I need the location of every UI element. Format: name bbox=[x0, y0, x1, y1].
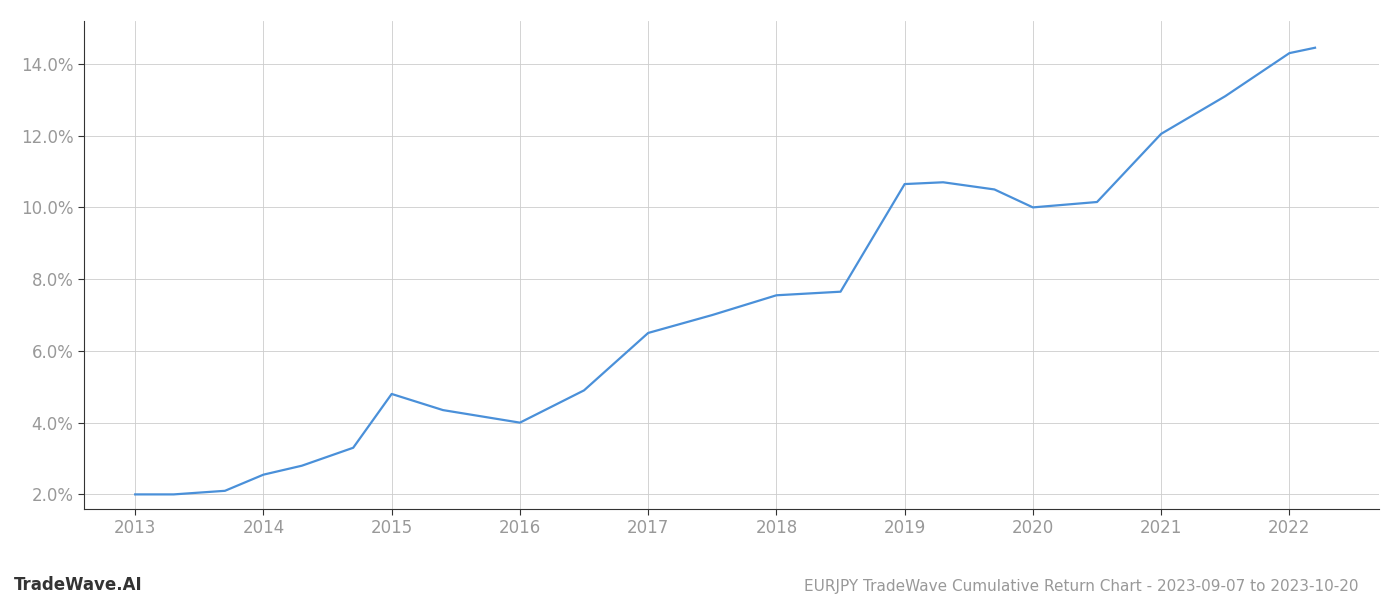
Text: EURJPY TradeWave Cumulative Return Chart - 2023-09-07 to 2023-10-20: EURJPY TradeWave Cumulative Return Chart… bbox=[804, 579, 1358, 594]
Text: TradeWave.AI: TradeWave.AI bbox=[14, 576, 143, 594]
